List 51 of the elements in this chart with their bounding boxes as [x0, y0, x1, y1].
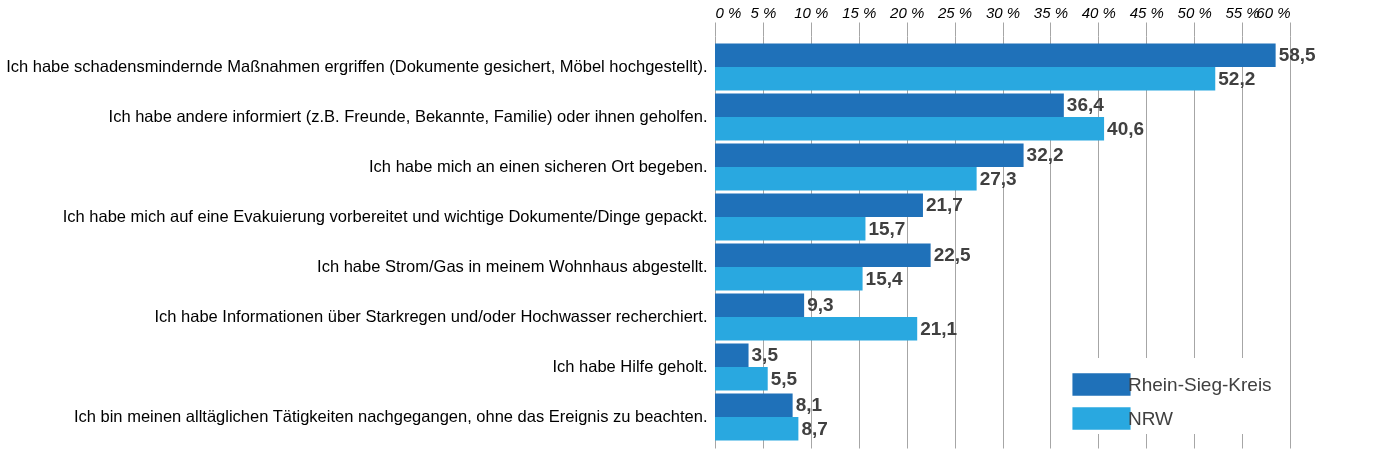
bar — [715, 293, 805, 317]
y-tick-label: Ich habe schadensmindernde Maßnahmen ergriffen (Dokumente gesichert, Möbel hochgestellt). — [6, 57, 708, 75]
bar — [715, 67, 1216, 91]
x-tick-label: 20 % — [889, 3, 925, 21]
data-label: 22,5 — [933, 244, 972, 266]
x-tick-label: 10 % — [794, 3, 829, 21]
x-tick-label: 50 % — [1177, 3, 1212, 21]
data-label: 32,2 — [1026, 144, 1064, 166]
data-label: 3,5 — [751, 344, 779, 366]
x-tick-label: 0 % — [715, 3, 742, 21]
y-tick-label: Ich habe mich auf eine Evakuierung vorbereitet und wichtige Dokumente/Dinge gepackt. — [62, 207, 708, 225]
bar — [715, 93, 1064, 117]
bar — [715, 243, 931, 267]
bar — [715, 193, 923, 217]
bar — [715, 217, 866, 241]
x-tick-label: 35 % — [1033, 3, 1069, 21]
data-label: 8,1 — [795, 394, 823, 416]
y-tick-label: Ich habe mich an einen sicheren Ort begeben. — [369, 157, 708, 175]
bar — [715, 143, 1024, 167]
y-tick-label: Ich habe Informationen über Starkregen und/oder Hochwasser recherchiert. — [154, 307, 708, 325]
data-label: 9,3 — [807, 294, 834, 316]
data-label: 36,4 — [1066, 94, 1105, 116]
x-tick-label: 45 % — [1129, 3, 1164, 21]
bar — [715, 43, 1276, 67]
x-tick-label: 5 % — [750, 3, 777, 21]
data-label: 52,2 — [1218, 67, 1256, 89]
bar — [715, 393, 793, 417]
data-label: 40,6 — [1107, 117, 1145, 139]
y-tick-label: Ich bin meinen alltäglichen Tätigkeiten nachgegangen, ohne das Ereignis zu beachten. — [73, 407, 708, 425]
bar — [715, 267, 863, 291]
bar — [715, 117, 1105, 141]
data-label: 21,7 — [925, 194, 963, 216]
x-tick-label: 25 % — [936, 3, 973, 21]
bar — [715, 167, 977, 191]
bar — [715, 417, 799, 441]
data-label: 8,7 — [801, 417, 828, 439]
bar — [715, 343, 749, 367]
data-label: 21,1 — [920, 317, 958, 339]
y-tick-label: Ich habe Strom/Gas in meinem Wohnhaus abgestellt. — [317, 257, 708, 275]
bar — [715, 317, 918, 341]
y-tick-label: Ich habe Hilfe geholt. — [552, 357, 708, 375]
data-label: 58,5 — [1278, 44, 1317, 66]
data-label: 15,7 — [868, 217, 906, 239]
y-tick-label: Ich habe andere informiert (z.B. Freunde, Bekannte, Familie) oder ihnen geholfen. — [108, 107, 708, 125]
x-tick-label: 30 % — [985, 3, 1021, 21]
x-tick-label: 15 % — [842, 3, 877, 21]
data-label: 15,4 — [865, 267, 903, 289]
data-label: 5,5 — [770, 367, 798, 389]
x-tick-label: 40 % — [1081, 3, 1116, 21]
data-label: 27,3 — [979, 167, 1017, 189]
bar — [715, 367, 768, 391]
